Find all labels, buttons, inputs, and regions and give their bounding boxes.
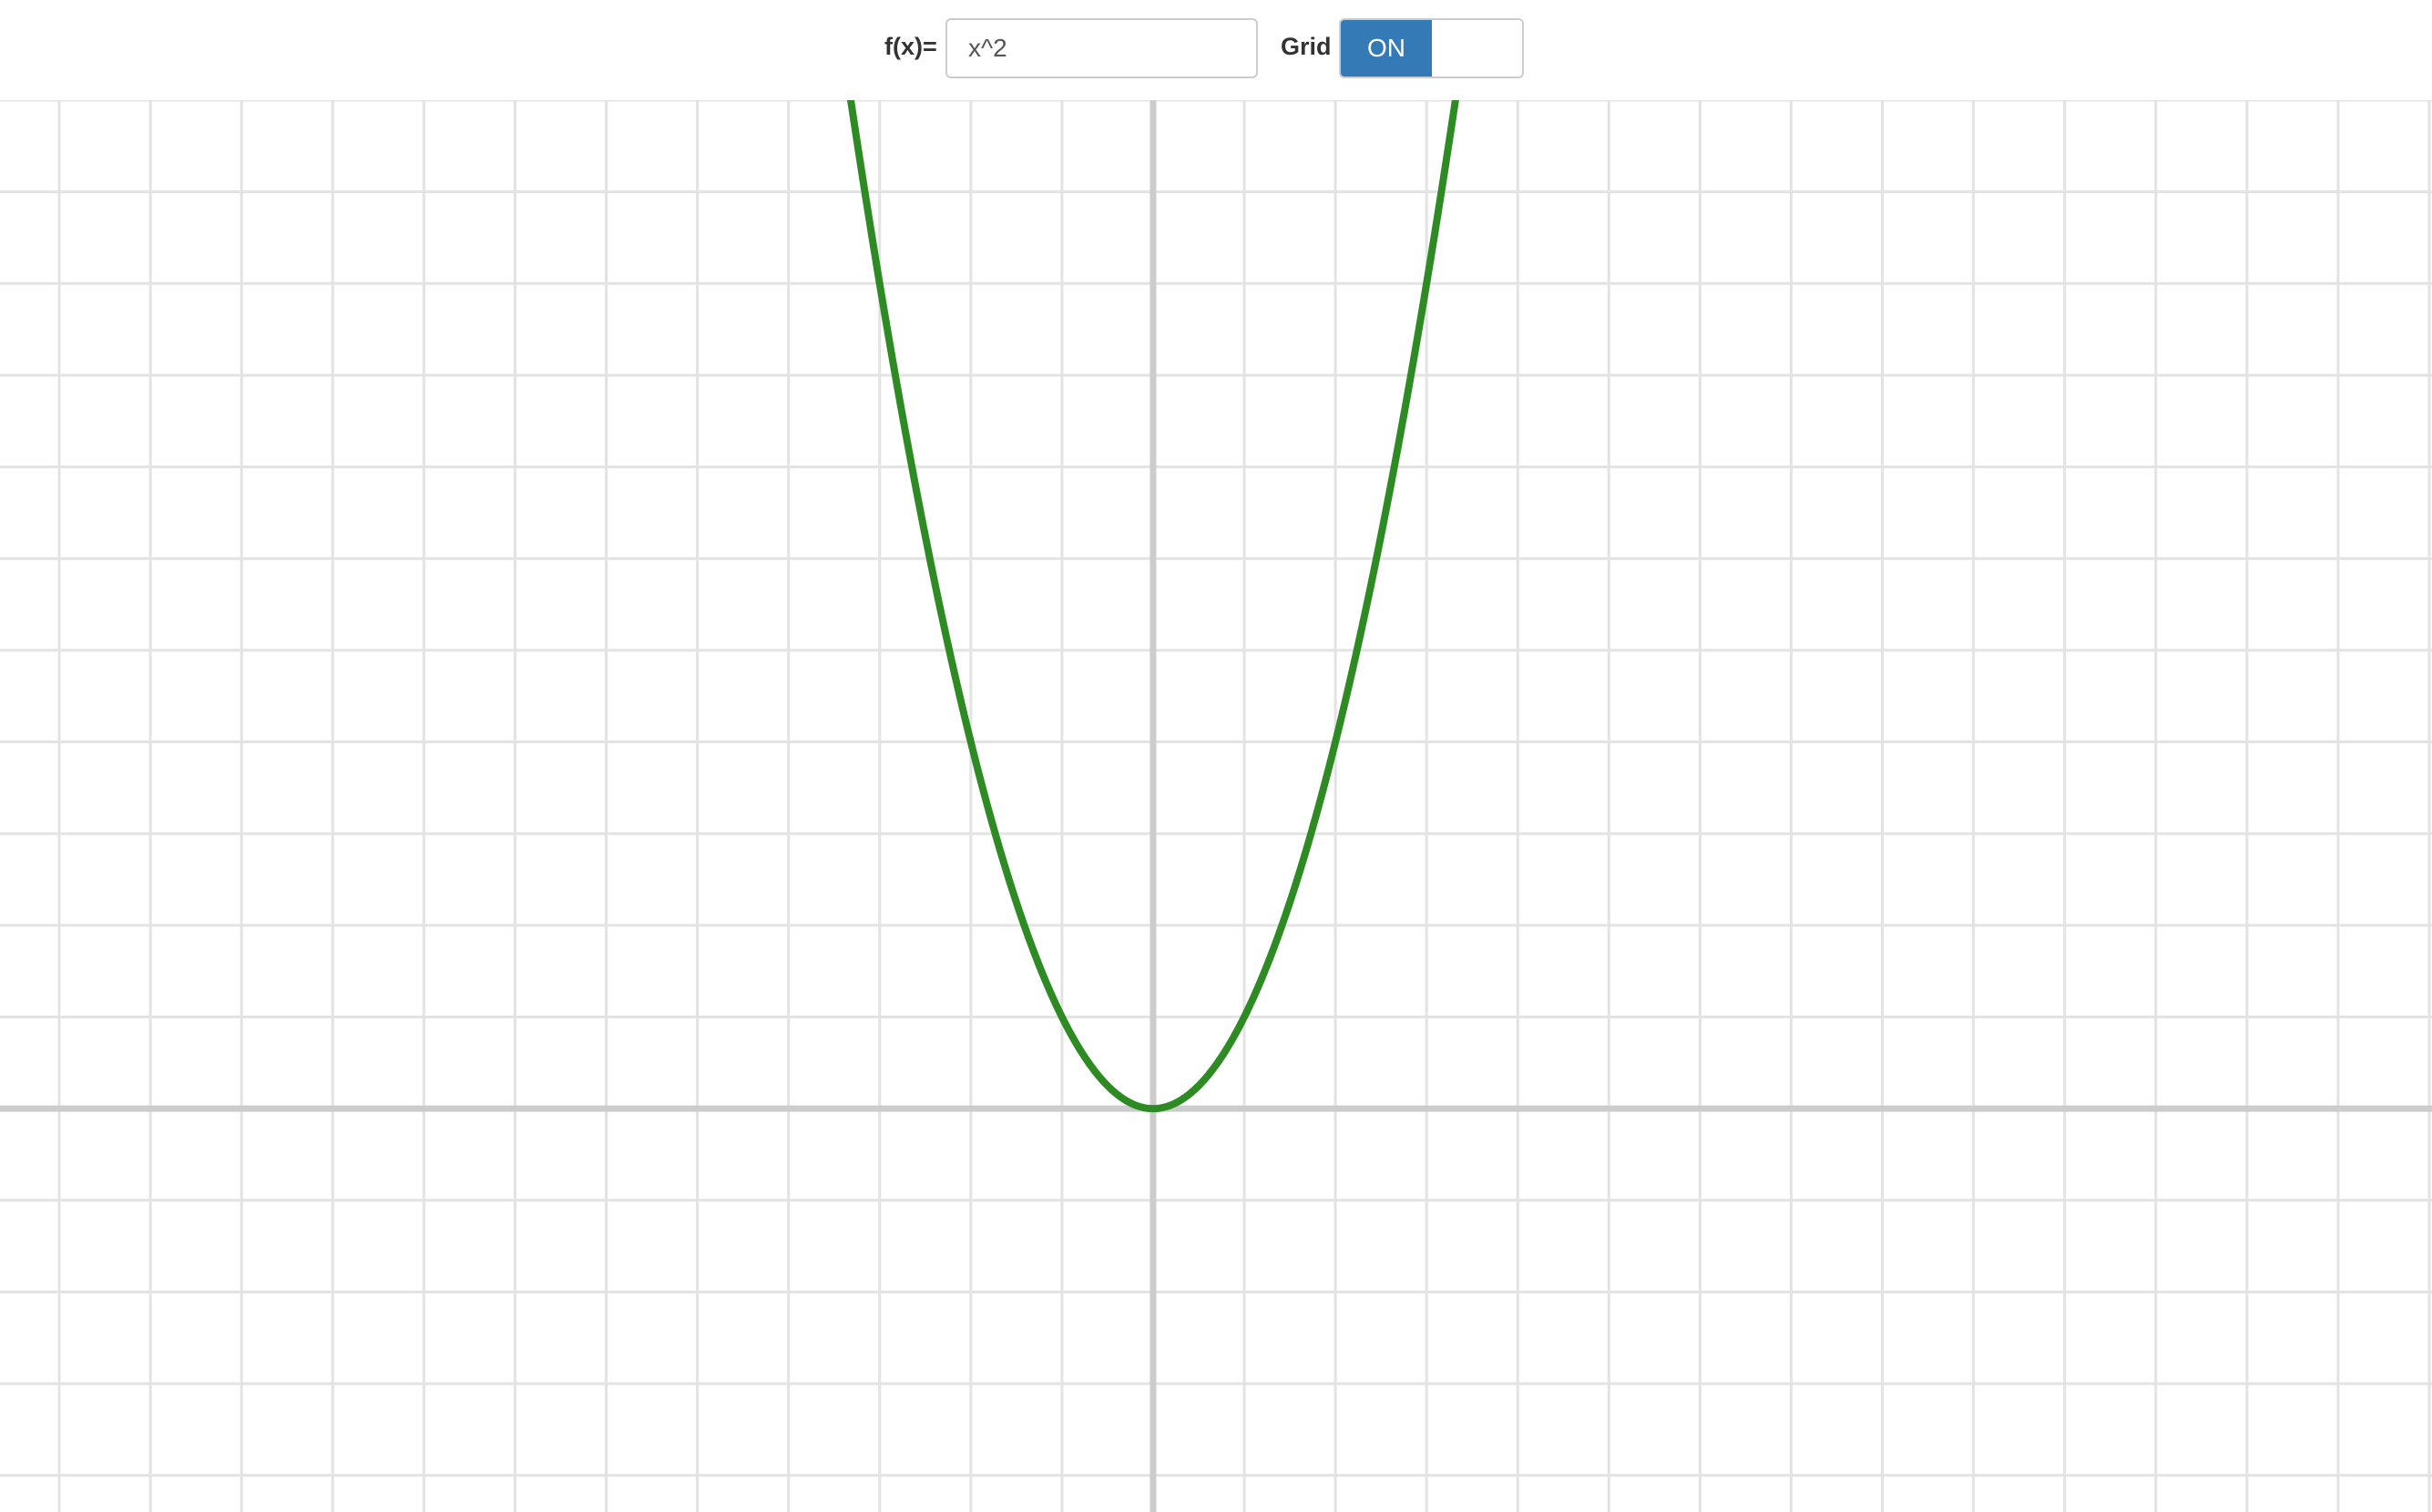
graph-svg[interactable] [0, 100, 2432, 1512]
function-curve [846, 100, 1459, 1113]
axes [0, 100, 2432, 1512]
function-input[interactable] [945, 18, 1258, 78]
toolbar: f(x)= Grid ON [0, 0, 2432, 100]
grid-label: Grid [1281, 33, 1332, 60]
graph-canvas[interactable] [0, 100, 2432, 1512]
grid-lines [0, 100, 2432, 1512]
grid-toggle-off[interactable] [1432, 20, 1522, 77]
curve-layer [846, 100, 1459, 1113]
grid-toggle[interactable]: ON [1339, 18, 1524, 78]
function-label: f(x)= [884, 33, 937, 60]
grid-toggle-on[interactable]: ON [1341, 20, 1432, 77]
